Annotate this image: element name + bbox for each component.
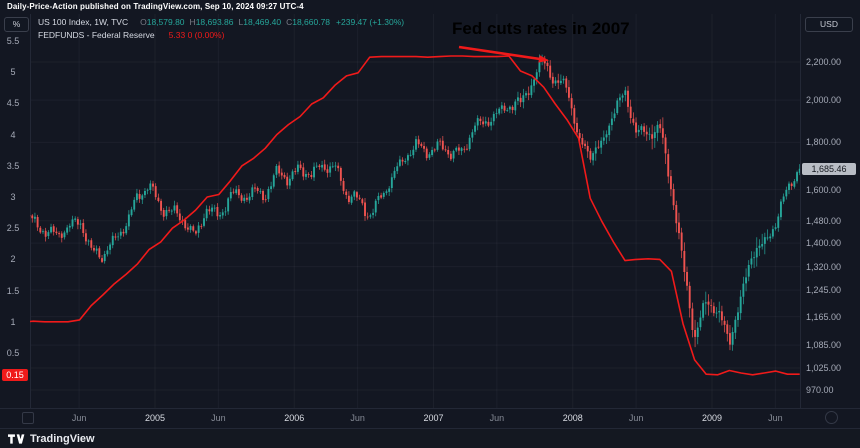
right-price-axis[interactable]: 2,200.00 2,000.00 1,800.00 1,600.00 1,480.00… (800, 0, 860, 408)
time-axis-tick: Jun (71, 413, 87, 423)
time-axis-tick: 2005 (144, 413, 166, 423)
left-axis-tick: 3.5 (6, 160, 20, 171)
fedfunds-value: 5.33 0 (0.00%) (168, 30, 225, 40)
open-label: O (140, 17, 147, 27)
right-axis-tick: 2,000.00 (806, 95, 842, 106)
time-axis-tick: 2008 (562, 413, 583, 423)
tradingview-logo-icon[interactable] (8, 433, 25, 445)
publish-text: Daily-Price-Action published on TradingV… (7, 2, 304, 11)
time-axis-tick: 2009 (701, 413, 723, 423)
time-axis-tick: 2007 (423, 413, 444, 423)
low-label: L (238, 17, 244, 27)
legend-main-row[interactable]: US 100 Index, 1W, TVC O18,579.80 H18,693.8… (38, 16, 404, 29)
left-axis-tick: 0.5 (6, 348, 20, 358)
left-axis-tick: 4 (10, 129, 16, 140)
left-axis-tick: 1 (10, 316, 16, 327)
time-axis-tick: Jun (211, 413, 226, 423)
annotation-text[interactable]: Fed cuts rates in 2007 (452, 19, 630, 38)
time-axis[interactable]: Jun 2005 Jun 2006 Jun 2007 Jun 2008 Jun 2009 Jun (0, 408, 860, 429)
time-axis-tick: Jun (628, 413, 644, 423)
tradingview-brand[interactable]: TradingView (30, 432, 95, 445)
left-scale-unit-button[interactable]: % (4, 17, 29, 32)
low-value: 18,469.40 (243, 17, 282, 27)
publish-bar: Daily-Price-Action published on TradingV… (0, 0, 860, 14)
fedfunds-last-value-label: 0.15 (2, 368, 28, 381)
left-axis-tick: 5.5 (6, 36, 20, 46)
collapse-left-icon[interactable] (22, 412, 34, 424)
last-price-label: 1,685.46 (802, 162, 856, 175)
left-axis-tick: 2 (10, 254, 16, 265)
footer-bar: TradingView (0, 428, 860, 448)
legend: US 100 Index, 1W, TVC O18,579.80 H18,693.8… (38, 16, 404, 42)
left-axis-tick: 2.5 (6, 223, 20, 234)
right-axis-tick: 1,245.00 (806, 285, 842, 296)
left-axis-tick: 5 (10, 67, 16, 78)
right-axis-tick: 1,400.00 (806, 238, 842, 249)
right-axis-tick: 1,480.00 (806, 215, 842, 226)
time-axis-tick: Jun (768, 413, 783, 423)
right-axis-tick: 970.00 (806, 385, 834, 396)
symbol-title[interactable]: US 100 Index, 1W, TVC (38, 17, 129, 27)
close-value: 18,660.78 (292, 17, 331, 27)
right-axis-tick: 1,600.00 (806, 184, 842, 195)
left-price-axis[interactable]: 5.5 5 4.5 4 3.5 3 2.5 2 1.5 1 0.5 (0, 0, 30, 408)
time-axis-tick: 2006 (284, 413, 305, 423)
right-axis-tick: 1,085.00 (806, 340, 842, 351)
open-value: 18,579.80 (146, 17, 185, 27)
right-axis-tick: 1,800.00 (806, 137, 842, 148)
left-axis-tick: 1.5 (6, 285, 20, 296)
right-axis-tick: 2,200.00 (806, 57, 842, 67)
high-label: H (189, 17, 196, 27)
fedfunds-title[interactable]: FEDFUNDS - Federal Reserve (38, 30, 155, 40)
right-axis-tick: 1,165.00 (806, 311, 842, 322)
close-label: C (286, 17, 293, 27)
right-axis-tick: 1,025.00 (806, 362, 842, 373)
time-axis-tick: Jun (489, 413, 505, 423)
change-value: +239.47 (+1.30%) (336, 17, 405, 27)
scroll-to-realtime-icon[interactable] (825, 411, 838, 424)
high-value: 18,693.86 (195, 17, 234, 27)
left-axis-tick: 3 (10, 192, 16, 202)
legend-fedfunds-row[interactable]: FEDFUNDS - Federal Reserve 5.33 0 (0.00%) (38, 29, 404, 42)
time-axis-tick: Jun (350, 413, 365, 423)
right-scale-unit-button[interactable]: USD (805, 17, 853, 32)
left-axis-tick: 4.5 (6, 98, 20, 109)
right-axis-tick: 1,320.00 (806, 261, 842, 272)
